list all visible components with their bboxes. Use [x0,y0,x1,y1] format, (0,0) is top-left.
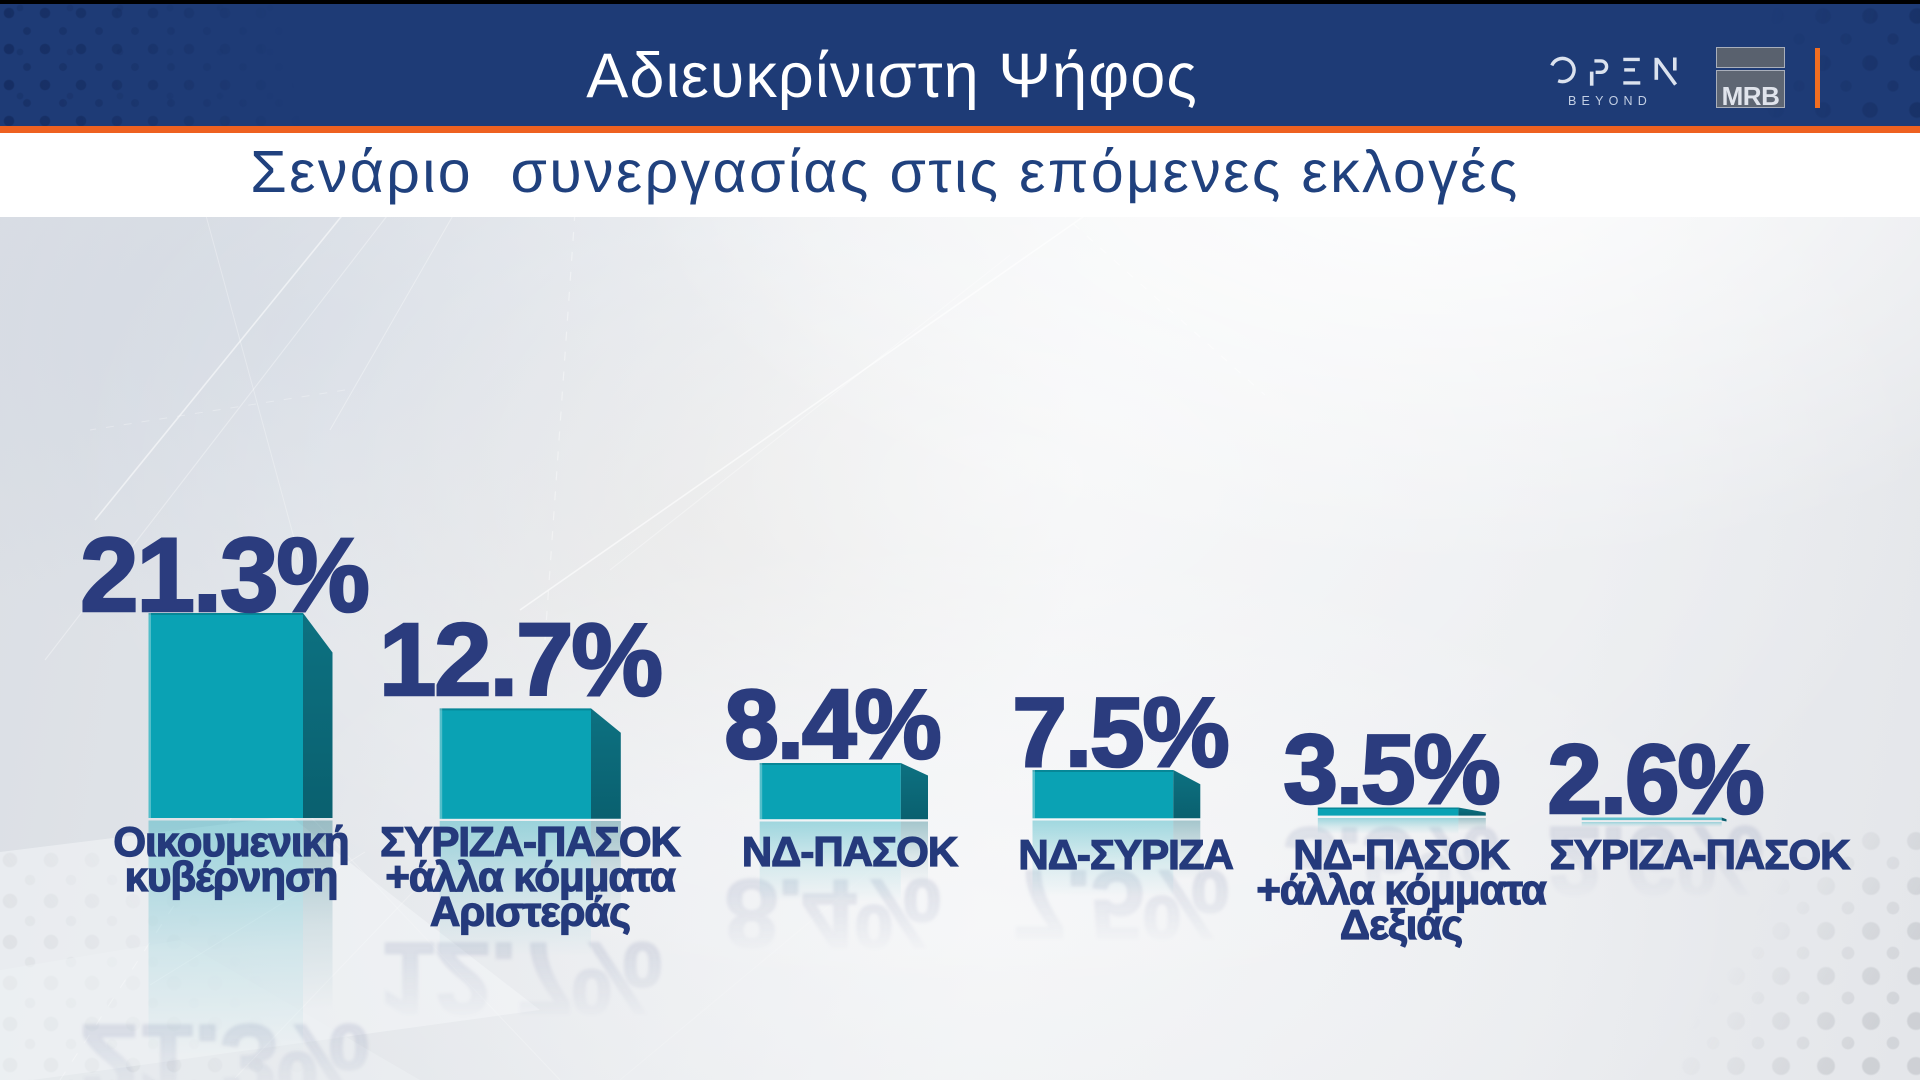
svg-text:BEYOND: BEYOND [1568,94,1652,108]
